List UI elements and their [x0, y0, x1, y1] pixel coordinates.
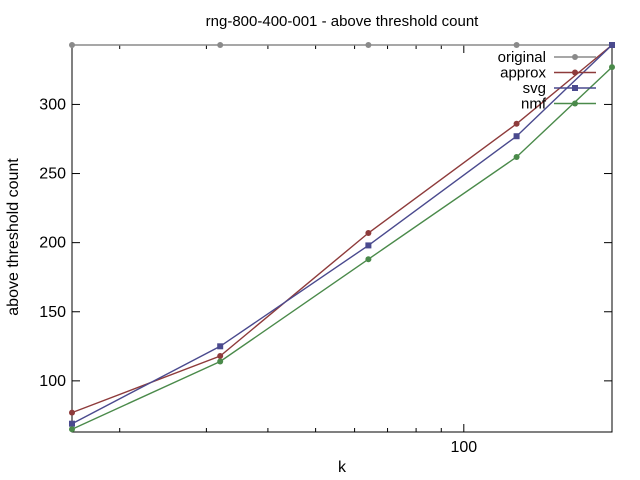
legend-marker-approx — [572, 69, 578, 76]
data-point-original — [513, 42, 520, 48]
x-tick-label: 100 — [450, 439, 477, 456]
series-group — [69, 42, 615, 433]
data-point-nmf — [365, 256, 372, 263]
series-line-nmf — [71, 66, 613, 430]
data-point-nmf — [513, 153, 520, 160]
data-point-original — [69, 42, 75, 48]
y-tick-label: 150 — [39, 304, 66, 321]
data-point-nmf — [69, 426, 75, 433]
data-point-original — [217, 42, 224, 48]
chart-title: rng-800-400-001 - above threshold count — [206, 13, 480, 30]
data-point-svg — [513, 133, 520, 140]
data-point-approx — [513, 120, 520, 127]
data-point-svg — [365, 242, 372, 249]
legend-marker-svg — [572, 85, 578, 91]
legend-marker-original — [572, 54, 578, 60]
x-axis-label: k — [338, 459, 347, 476]
data-point-svg — [69, 420, 75, 427]
data-point-svg — [609, 42, 615, 48]
legend-label-approx: approx — [500, 65, 546, 82]
legend-label-nmf: nmf — [521, 96, 547, 113]
data-point-nmf — [609, 64, 615, 71]
data-point-svg — [217, 343, 224, 350]
data-point-original — [365, 42, 372, 48]
y-tick-label: 100 — [39, 373, 66, 390]
y-tick-label: 200 — [39, 235, 66, 252]
y-tick-label: 300 — [39, 96, 66, 113]
data-point-approx — [69, 409, 75, 416]
y-axis-label: above threshold count — [5, 158, 22, 316]
data-point-approx — [217, 352, 224, 359]
data-point-nmf — [217, 358, 224, 365]
y-tick-label: 250 — [39, 166, 66, 183]
data-point-approx — [365, 229, 372, 236]
legend-marker-nmf — [572, 100, 578, 107]
legend-label-svg: svg — [523, 80, 546, 97]
legend-label-original: original — [498, 49, 546, 66]
